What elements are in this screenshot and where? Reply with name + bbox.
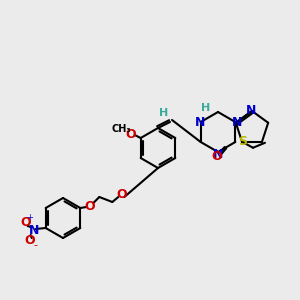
Text: N: N (232, 116, 242, 129)
Text: -: - (34, 240, 38, 250)
Text: S: S (238, 135, 247, 148)
Text: O: O (116, 188, 127, 200)
Text: N: N (28, 224, 39, 236)
Text: CH₃: CH₃ (112, 124, 131, 134)
Text: H: H (159, 108, 169, 118)
Text: +: + (26, 214, 33, 223)
Text: H: H (201, 103, 210, 113)
Text: O: O (84, 200, 94, 212)
Text: O: O (125, 128, 136, 140)
Text: O: O (211, 151, 222, 164)
Text: O: O (20, 217, 31, 230)
Text: N: N (194, 116, 205, 128)
Text: N: N (213, 148, 223, 160)
Text: N: N (246, 103, 256, 116)
Text: O: O (24, 235, 35, 248)
